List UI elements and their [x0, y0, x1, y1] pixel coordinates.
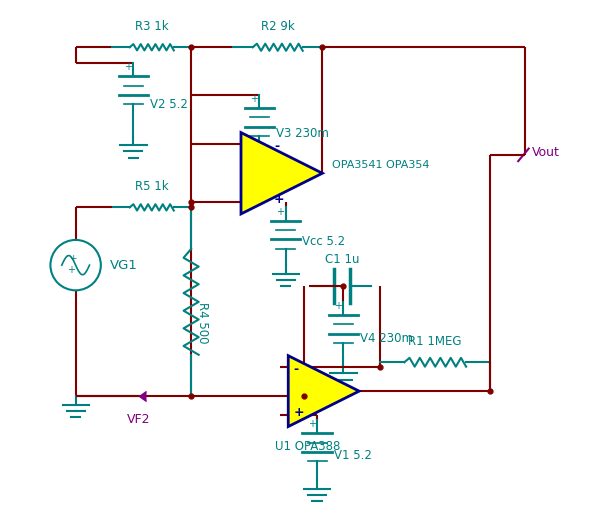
- Polygon shape: [288, 356, 359, 426]
- Text: -: -: [293, 363, 299, 376]
- Text: +: +: [250, 93, 258, 104]
- Text: +: +: [334, 301, 342, 311]
- Text: +: +: [277, 206, 285, 217]
- Text: -: -: [274, 140, 279, 153]
- Text: VF2: VF2: [127, 413, 150, 426]
- Text: +: +: [69, 254, 77, 264]
- Text: R5 1k: R5 1k: [135, 180, 168, 193]
- Text: V2 5.2: V2 5.2: [150, 99, 188, 111]
- Text: V1 5.2: V1 5.2: [334, 449, 372, 462]
- Text: VG1: VG1: [110, 259, 137, 271]
- Text: Vout: Vout: [533, 146, 560, 159]
- Text: Vcc 5.2: Vcc 5.2: [302, 235, 345, 248]
- Text: +: +: [124, 62, 132, 72]
- Text: +: +: [274, 193, 285, 206]
- Polygon shape: [241, 132, 322, 214]
- Text: +: +: [293, 406, 304, 419]
- Text: V3 230m: V3 230m: [276, 128, 329, 140]
- Text: +: +: [67, 265, 75, 276]
- Text: U1 OPA388: U1 OPA388: [275, 440, 340, 453]
- Text: R1 1MEG: R1 1MEG: [409, 334, 462, 348]
- Text: V4 230m: V4 230m: [360, 332, 413, 345]
- Text: C1 1u: C1 1u: [325, 253, 359, 266]
- Text: +: +: [308, 419, 316, 429]
- Text: R3 1k: R3 1k: [135, 19, 168, 33]
- Text: R2 9k: R2 9k: [261, 19, 295, 33]
- Text: R4 500: R4 500: [196, 302, 209, 343]
- Text: OPA3541 OPA354: OPA3541 OPA354: [332, 160, 429, 171]
